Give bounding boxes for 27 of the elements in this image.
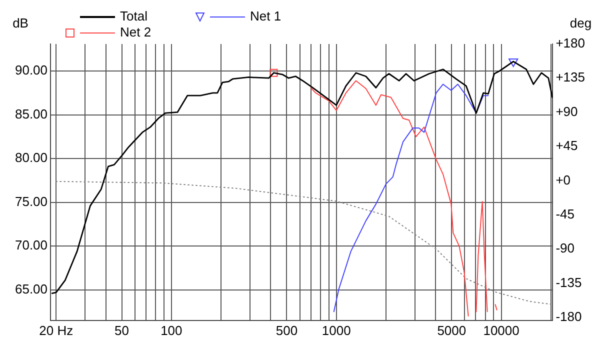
y-tick-label: 70.00 xyxy=(14,238,48,253)
x-tick-label: 100 xyxy=(160,322,182,338)
y2-tick-label: +90 xyxy=(556,104,578,119)
x-tick-label: 500 xyxy=(276,322,298,338)
x-tick-label: 20 Hz xyxy=(39,322,74,338)
x-tick-label: 50 xyxy=(114,322,129,338)
y-tick-label: 90.00 xyxy=(14,62,48,78)
y2-axis-title: deg xyxy=(570,16,592,31)
x-tick-label: 1000 xyxy=(322,322,351,338)
y2-tick-label: -45 xyxy=(556,206,575,222)
y-tick-label: 75.00 xyxy=(14,194,48,209)
y2-tick-label: +45 xyxy=(556,138,578,154)
x-tick-label: 5000 xyxy=(437,322,466,338)
y2-tick-label: +0 xyxy=(556,172,571,188)
y-tick-label: 65.00 xyxy=(14,281,48,296)
legend-label: Total xyxy=(120,8,148,24)
y-tick-label: 85.00 xyxy=(14,106,48,122)
legend-label: Net 1 xyxy=(250,8,282,24)
y2-tick-label: -180 xyxy=(556,308,582,324)
y-tick-label: 80.00 xyxy=(14,150,48,166)
y2-tick-label: +180 xyxy=(556,36,586,51)
legend-label: Net 2 xyxy=(120,24,152,40)
y-axis-title: dB xyxy=(12,16,28,31)
x-tick-label: 10000 xyxy=(483,322,520,338)
y2-tick-label: -90 xyxy=(556,240,575,256)
y2-tick-label: -135 xyxy=(556,274,582,290)
y2-tick-label: +135 xyxy=(556,70,586,85)
